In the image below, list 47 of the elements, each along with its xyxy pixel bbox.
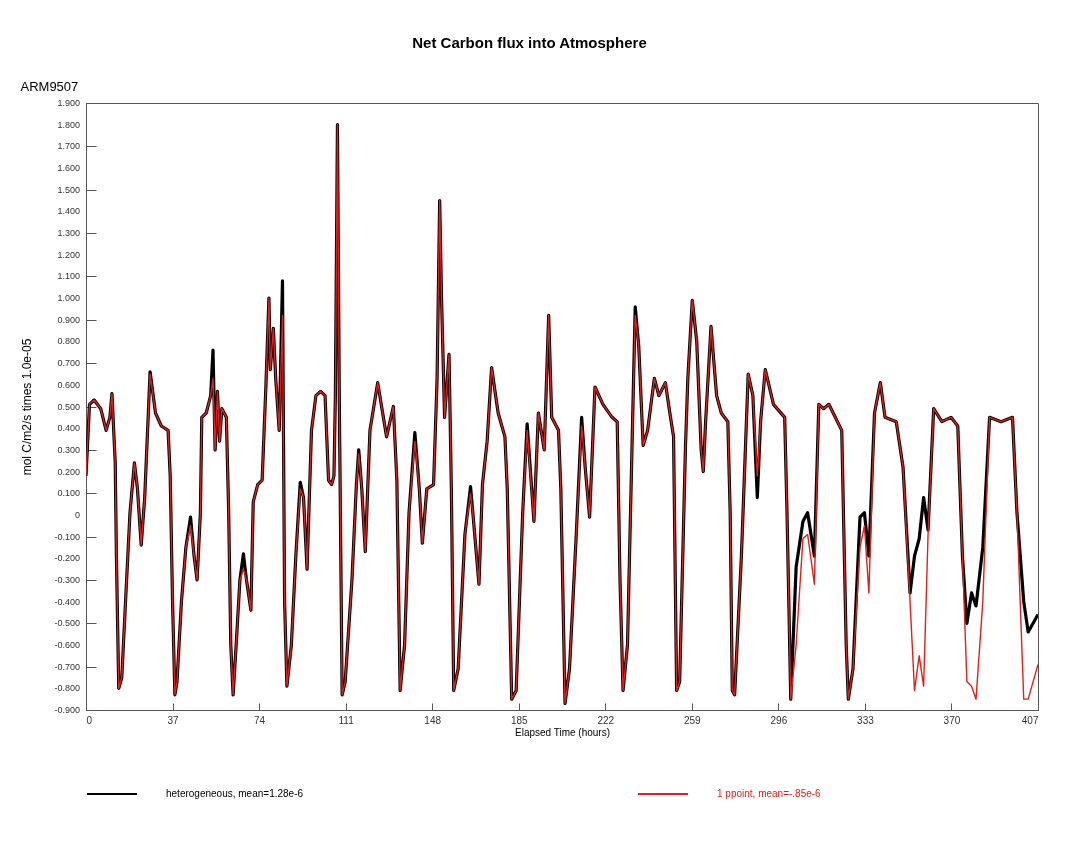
- y-tick-label: 1.700: [57, 141, 80, 152]
- x-tick-label: 185: [510, 714, 529, 726]
- x-tick-label: 148: [424, 714, 442, 726]
- y-tick-label: 0.900: [57, 314, 80, 325]
- y-axis-title: mol C/m2/s times 1.0e-05: [20, 338, 34, 476]
- x-tick-label: 407: [1021, 714, 1039, 726]
- x-tick-label: 259: [683, 714, 702, 726]
- y-tick-label: 1.000: [57, 293, 80, 304]
- x-tick-label: 222: [597, 714, 615, 726]
- y-tick-label: -0.100: [54, 531, 80, 542]
- y-tick-label: 0.200: [57, 466, 80, 477]
- y-tick-label: 0.400: [57, 423, 80, 434]
- y-tick-label: 1.500: [57, 184, 80, 195]
- y-tick-label: 1.400: [57, 206, 80, 217]
- y-tick-label: -0.900: [54, 705, 80, 715]
- x-tick-label: 0: [86, 714, 93, 726]
- y-tick-label: 1.200: [57, 249, 80, 260]
- y-tick-label: -0.600: [54, 639, 80, 650]
- x-tick-label: 333: [857, 714, 875, 726]
- y-tick-label: -0.700: [54, 661, 80, 672]
- y-tick-label: 0.500: [57, 401, 80, 412]
- y-tick-label: 1.900: [57, 98, 80, 108]
- y-tick-label: -0.500: [54, 618, 80, 629]
- x-tick-label: 37: [167, 714, 180, 726]
- y-tick-label: 0.300: [57, 444, 80, 455]
- y-tick-label: -0.200: [54, 553, 80, 564]
- y-tick-label: -0.800: [54, 683, 80, 694]
- y-tick-label: 1.300: [57, 228, 80, 239]
- x-tick-label: 111: [338, 714, 355, 726]
- text: 1 ppoint, mean=-.85e-6: [717, 788, 822, 799]
- y-tick-label: 0.800: [57, 336, 80, 347]
- x-tick-label: 74: [254, 714, 266, 726]
- chart-title: Net Carbon flux into Atmosphere: [412, 33, 647, 51]
- y-tick-label: 0.100: [57, 488, 80, 499]
- text: heterogeneous, mean=1.28e-6: [166, 788, 304, 799]
- y-tick-label: 1.800: [57, 119, 80, 130]
- y-tick-label: -0.400: [54, 596, 80, 607]
- y-tick-label: 0: [74, 509, 80, 520]
- y-tick-label: 1.600: [57, 163, 80, 174]
- y-tick-label: 1.100: [57, 271, 80, 282]
- x-axis-title: Elapsed Time (hours): [514, 726, 611, 738]
- y-tick-label: 0.600: [57, 379, 80, 390]
- chart-subtitle: ARM9507: [20, 79, 79, 94]
- y-tick-label: -0.300: [54, 574, 80, 585]
- y-tick-label: 0.700: [57, 358, 80, 369]
- x-tick-label: 296: [770, 714, 788, 726]
- x-tick-label: 370: [943, 714, 961, 726]
